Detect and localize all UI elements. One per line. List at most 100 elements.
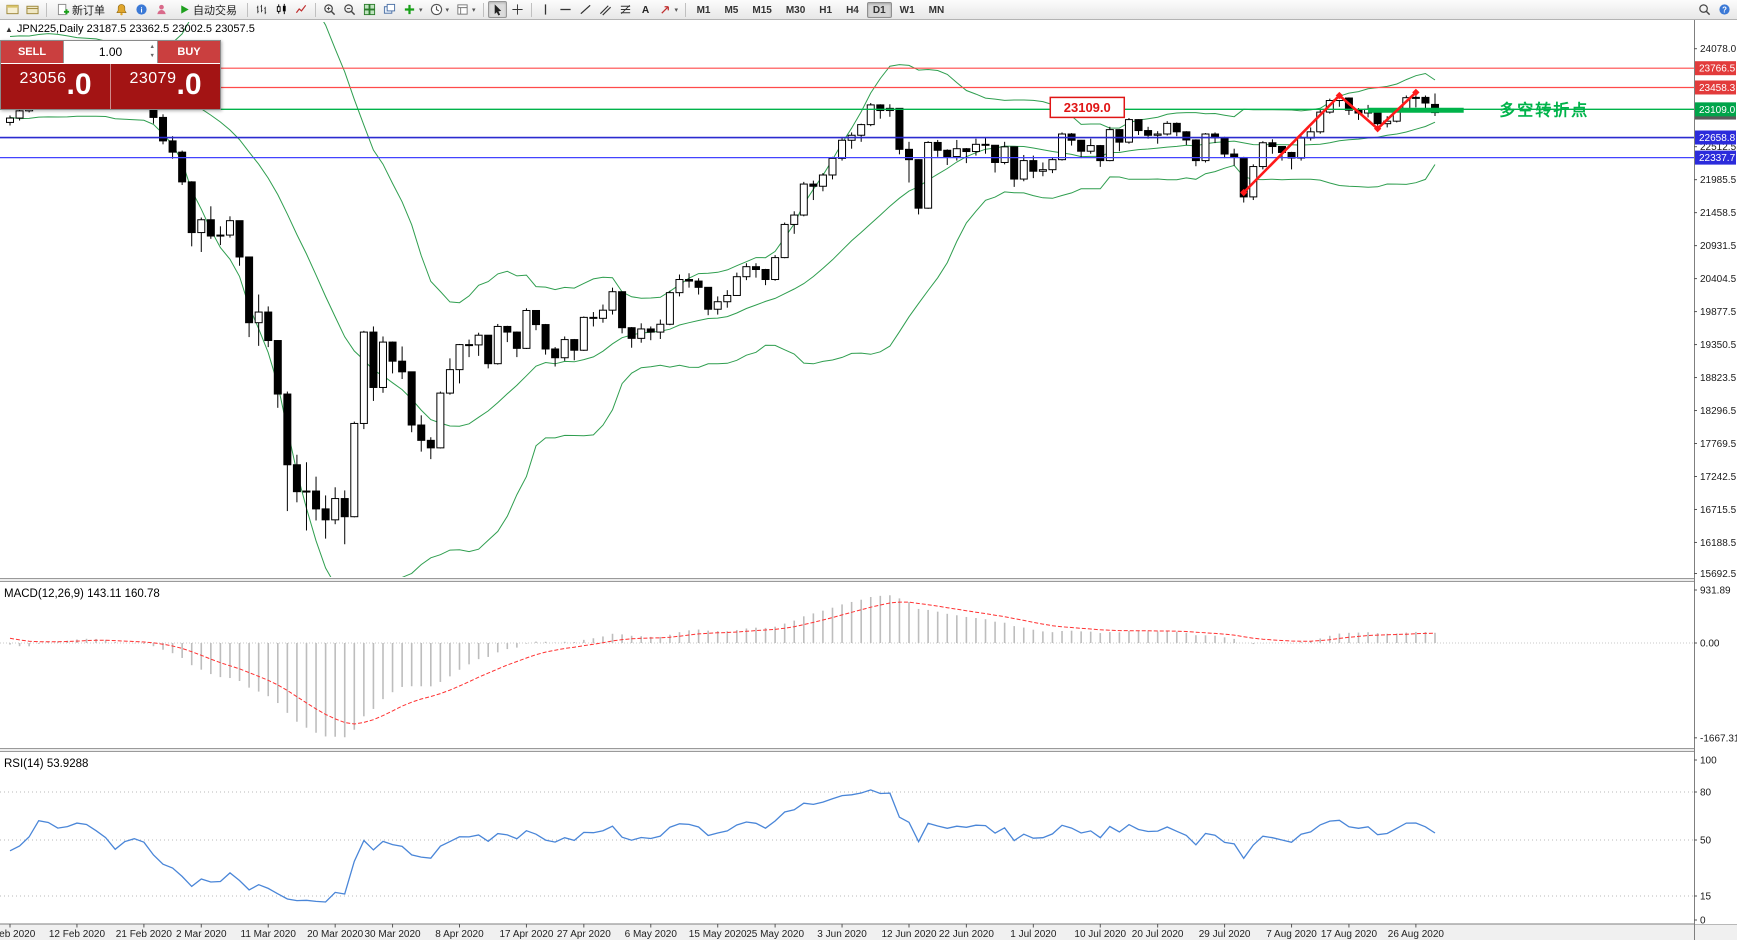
candlestick-mode-icon[interactable] (272, 1, 291, 18)
timeframe-h1-button[interactable]: H1 (819, 4, 833, 16)
cursor-icon[interactable] (487, 1, 507, 18)
pane-separator-macd[interactable] (0, 578, 1737, 582)
svg-text:17 Apr 2020: 17 Apr 2020 (499, 929, 553, 940)
price-axis[interactable]: 24078.0 22512.5 21985.5 21458.5 20931.5 20404… (1694, 20, 1737, 940)
search-icon[interactable] (1695, 1, 1714, 18)
neworder-icon (57, 3, 70, 16)
bar-chart-mode-icon[interactable] (252, 1, 271, 18)
profiles-icon (26, 3, 39, 16)
svg-text:?: ? (1722, 5, 1727, 14)
timeframe-w1-button[interactable]: W1 (899, 4, 915, 16)
help-icon: ? (1718, 3, 1731, 16)
periods-icon[interactable]: ▾ (427, 1, 453, 18)
svg-text:25 May 2020: 25 May 2020 (746, 929, 804, 940)
svg-text:0.00: 0.00 (1700, 639, 1720, 650)
macd-pane[interactable] (0, 595, 1694, 738)
vertical-line-icon[interactable] (536, 1, 555, 18)
window-icon (6, 3, 19, 16)
news-icon: i (135, 3, 148, 16)
timeframe-m1-button[interactable]: M1 (696, 4, 711, 16)
zoom-in-icon[interactable] (320, 1, 339, 18)
svg-text:20931.5: 20931.5 (1700, 241, 1737, 252)
chart-canvas[interactable]: 23109.0 多空转折点 3 Feb 2020 12 Feb 2020 21 Feb … (0, 20, 1737, 940)
pane-separator-rsi[interactable] (0, 748, 1737, 752)
trendline-icon[interactable] (576, 1, 595, 18)
svg-text:22 Jun 2020: 22 Jun 2020 (939, 929, 994, 940)
text-label-icon[interactable]: A (636, 1, 655, 18)
buy-price-main: 23079 (129, 70, 177, 87)
svg-text:20404.5: 20404.5 (1700, 274, 1737, 285)
toolbar-separator (482, 2, 484, 17)
trend-icon (579, 3, 592, 16)
lot-size-field[interactable]: 1.00 ▲ ▼ (63, 41, 158, 63)
timeframe-m5-button[interactable]: M5 (724, 4, 739, 16)
collapse-panel-icon[interactable]: ▲ (5, 24, 13, 34)
buy-price-display[interactable]: 23079.0 (111, 64, 220, 109)
auto-arrange-icon[interactable] (380, 1, 399, 18)
profiles-icon[interactable] (23, 1, 42, 18)
main-chart-pane[interactable]: 23109.0 多空转折点 (0, 20, 1694, 603)
timeframe-m30-button[interactable]: M30 (785, 4, 806, 16)
zoom-out-icon[interactable] (340, 1, 359, 18)
timeframe-m15-button[interactable]: M15 (752, 4, 772, 16)
fibo-icon (619, 3, 632, 16)
arrange-icon (383, 3, 396, 16)
fibonacci-icon[interactable] (616, 1, 635, 18)
svg-text:17242.5: 17242.5 (1700, 472, 1737, 483)
crosshair-icon (511, 3, 524, 16)
buy-button[interactable]: BUY (158, 41, 220, 63)
channel-icon[interactable] (596, 1, 615, 18)
svg-text:19877.5: 19877.5 (1700, 307, 1737, 318)
lot-down-icon[interactable]: ▼ (149, 53, 155, 60)
templates-icon[interactable]: ▾ (453, 1, 479, 18)
svg-text:8 Apr 2020: 8 Apr 2020 (435, 929, 484, 940)
horizontal-line-icon[interactable] (556, 1, 575, 18)
alerts-bell-icon[interactable] (112, 1, 131, 18)
new-order-button[interactable]: 新订单 (51, 1, 111, 18)
template-icon (456, 3, 469, 16)
svg-text:931.89: 931.89 (1700, 586, 1731, 597)
svg-text:26 Aug 2020: 26 Aug 2020 (1388, 929, 1445, 940)
timeframe-d1-button[interactable]: D1 (866, 1, 892, 18)
sell-price-display[interactable]: 23056.0 (1, 64, 111, 109)
lot-stepper[interactable]: ▲ ▼ (150, 43, 155, 62)
charts-window-icon[interactable] (3, 1, 22, 18)
svg-text:7 Aug 2020: 7 Aug 2020 (1266, 929, 1317, 940)
linechart-icon (295, 3, 308, 16)
svg-text:24078.0: 24078.0 (1700, 44, 1737, 55)
sell-button[interactable]: SELL (1, 41, 63, 63)
vline-icon (539, 3, 552, 16)
svg-text:80: 80 (1700, 788, 1712, 799)
svg-text:16188.5: 16188.5 (1700, 538, 1737, 549)
toolbar-separator (247, 2, 248, 17)
autotrading-button[interactable]: 自动交易 (172, 1, 243, 18)
svg-text:23109.0: 23109.0 (1699, 105, 1736, 116)
rsi-pane[interactable] (0, 789, 1694, 903)
lot-up-icon[interactable]: ▲ (149, 44, 155, 50)
channel-icon (599, 3, 612, 16)
svg-text:19350.5: 19350.5 (1700, 340, 1737, 351)
svg-text:2 Mar 2020: 2 Mar 2020 (176, 929, 227, 940)
candles-icon (275, 3, 288, 16)
dropdown-caret-icon: ▾ (419, 6, 423, 14)
news-icon[interactable]: i (132, 1, 151, 18)
bars-icon (255, 3, 268, 16)
add-indicator-icon[interactable]: ▾ (400, 1, 426, 18)
help-icon[interactable]: ? (1715, 1, 1734, 18)
svg-text:15: 15 (1700, 892, 1712, 903)
arrows-icon[interactable]: ▾ (656, 1, 682, 18)
cursor-icon (491, 3, 504, 16)
one-click-trading-panel: SELL 1.00 ▲ ▼ BUY 23056.0 23079.0 (0, 40, 221, 110)
timeframe-mn-button[interactable]: MN (928, 4, 945, 16)
tile-windows-icon[interactable] (360, 1, 379, 18)
svg-text:-1667.31: -1667.31 (1700, 733, 1737, 744)
new-order-button-label: 新订单 (72, 4, 105, 17)
svg-text:6 May 2020: 6 May 2020 (625, 929, 678, 940)
svg-text:50: 50 (1700, 836, 1712, 847)
svg-text:17769.5: 17769.5 (1700, 439, 1737, 450)
crosshair-icon[interactable] (508, 1, 527, 18)
contacts-icon[interactable] (152, 1, 171, 18)
line-chart-mode-icon[interactable] (292, 1, 311, 18)
timeframe-h4-button[interactable]: H4 (846, 4, 859, 16)
